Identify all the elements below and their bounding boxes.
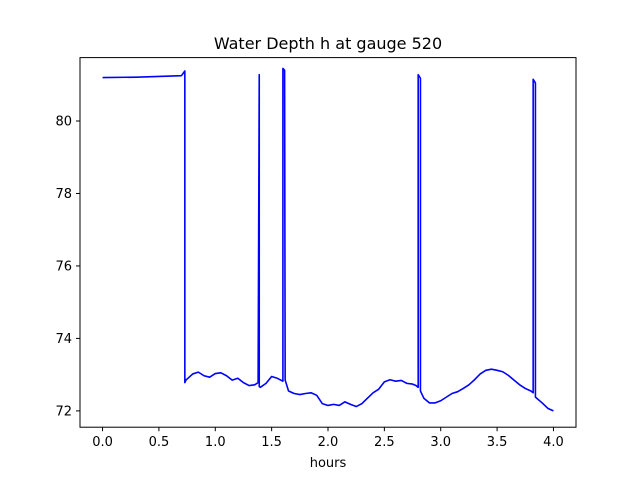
y-tick-label: 72 <box>55 404 72 419</box>
plot-area <box>102 67 554 412</box>
x-tick-label: 1.5 <box>261 435 282 450</box>
x-tick-label: 0.5 <box>149 435 170 450</box>
x-tick-label: 1.0 <box>205 435 226 450</box>
y-tick-label: 76 <box>55 259 72 274</box>
x-tick-label: 0.0 <box>92 435 113 450</box>
x-tick-label: 2.0 <box>318 435 339 450</box>
y-tick-label: 78 <box>55 187 72 202</box>
series-line-0 <box>102 67 554 412</box>
x-tick-label: 3.5 <box>487 435 508 450</box>
x-axis: 0.0 0.5 1.0 1.5 2.0 2.5 3.0 3.5 4.0 <box>92 427 564 450</box>
y-tick-label: 74 <box>55 332 72 347</box>
x-tick-label: 4.0 <box>543 435 564 450</box>
y-tick-label: 80 <box>55 115 72 130</box>
x-axis-label: hours <box>310 456 347 471</box>
x-tick-label: 3.0 <box>430 435 451 450</box>
chart-title: Water Depth h at gauge 520 <box>214 34 442 53</box>
y-axis: 72 74 76 78 80 <box>55 115 80 419</box>
x-tick-label: 2.5 <box>374 435 395 450</box>
